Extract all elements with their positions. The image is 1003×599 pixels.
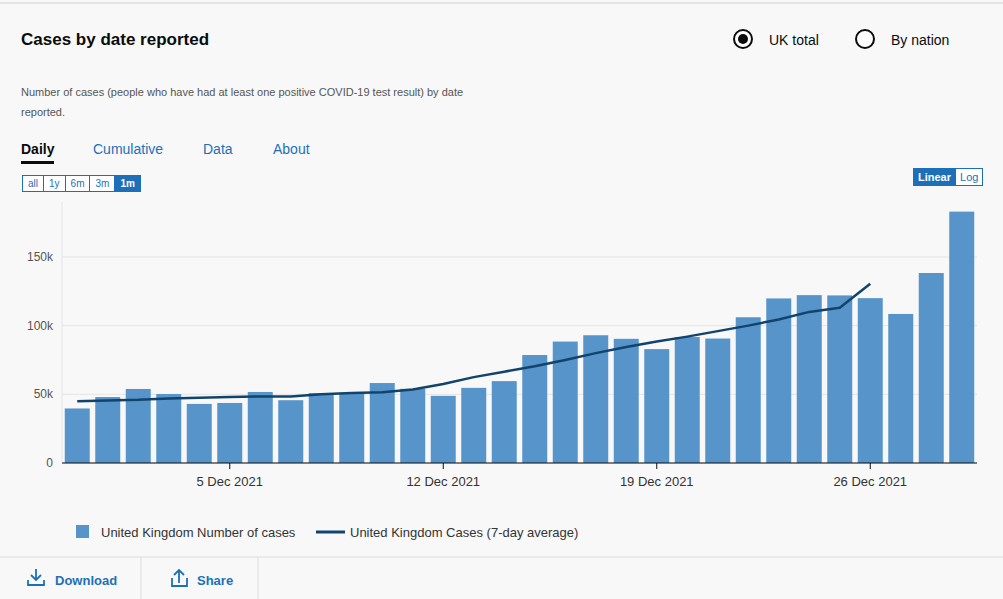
bar [919, 273, 944, 463]
bar [431, 396, 456, 463]
tab[interactable]: Daily [21, 141, 54, 164]
bar [858, 298, 883, 463]
bar [644, 349, 669, 463]
range-buttons: all1y6m3m1m [22, 175, 141, 192]
x-tick [443, 463, 444, 469]
x-axis [62, 463, 977, 464]
title: Cases by date reported [21, 30, 209, 50]
y-axis [62, 202, 63, 463]
legend-label: United Kingdom Number of cases [101, 525, 296, 540]
footer-border [0, 557, 1003, 558]
bar [65, 408, 90, 463]
legend-label: United Kingdom Cases (7-day average) [350, 525, 578, 540]
scale-toggle: LinearLog [913, 168, 983, 186]
bar [309, 393, 334, 463]
radio[interactable] [733, 29, 753, 49]
range-button[interactable]: 3m [90, 175, 115, 192]
legend-swatch [316, 531, 345, 534]
legend-swatch [76, 525, 89, 538]
x-tick [656, 463, 657, 469]
radio[interactable] [855, 29, 875, 49]
x-tick-label: 19 Dec 2021 [620, 474, 694, 489]
grid-line [62, 256, 977, 257]
bar [949, 212, 974, 463]
bar [522, 355, 547, 463]
radio-dot [738, 34, 748, 44]
bar [675, 337, 700, 463]
bar [797, 295, 822, 463]
range-button[interactable]: all [22, 175, 44, 192]
download-icon [28, 569, 44, 585]
range-button[interactable]: 1y [44, 175, 66, 192]
tab[interactable]: Data [203, 141, 233, 157]
x-tick [870, 463, 871, 469]
bar [156, 394, 181, 463]
action-button[interactable]: Share [197, 573, 233, 588]
tab[interactable]: About [273, 141, 310, 157]
x-tick-label: 12 Dec 2021 [406, 474, 480, 489]
bar [400, 389, 425, 463]
bar [217, 403, 242, 463]
y-tick-label: 100k [27, 319, 54, 333]
x-tick-label: 5 Dec 2021 [197, 474, 264, 489]
bar [187, 404, 212, 463]
radio-label: UK total [769, 32, 819, 48]
tab[interactable]: Cumulative [93, 141, 163, 157]
bar [736, 317, 761, 463]
share-icon [172, 570, 187, 586]
range-button[interactable]: 1m [115, 175, 140, 192]
plot-area [65, 212, 975, 463]
footer-separator [258, 557, 259, 599]
radio-label: By nation [891, 32, 949, 48]
x-tick [229, 463, 230, 469]
bar [705, 339, 730, 463]
y-tick-label: 150k [27, 250, 54, 264]
bar [614, 339, 639, 463]
bar [888, 314, 913, 463]
bar [461, 388, 486, 463]
bar [827, 295, 852, 463]
description: Number of cases (people who have had at … [21, 82, 499, 122]
footer-separator [141, 557, 142, 599]
range-button[interactable]: 6m [66, 175, 91, 192]
line [77, 284, 870, 401]
scale-button[interactable]: Linear [913, 168, 956, 186]
action-button[interactable]: Download [55, 573, 117, 588]
top-border [0, 3, 1003, 4]
grid-line [62, 463, 977, 464]
bar [370, 383, 395, 463]
bar [278, 400, 303, 463]
y-tick-label: 0 [46, 456, 53, 470]
bar [339, 393, 364, 463]
bar [248, 392, 273, 463]
bar [492, 381, 517, 463]
x-tick-label: 26 Dec 2021 [833, 474, 907, 489]
scale-button[interactable]: Log [956, 168, 983, 186]
bar [766, 298, 791, 463]
y-tick-label: 50k [34, 387, 54, 401]
bar [95, 397, 120, 463]
